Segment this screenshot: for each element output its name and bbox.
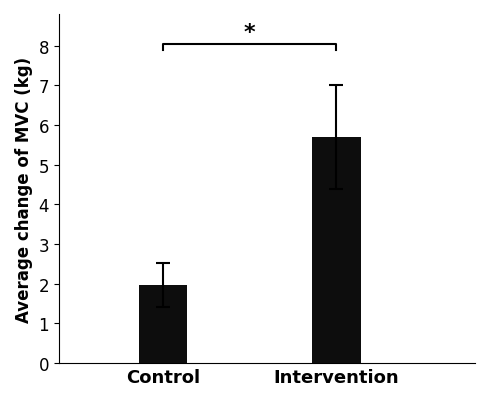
Text: *: * (244, 23, 255, 43)
Y-axis label: Average change of MVC (kg): Average change of MVC (kg) (15, 57, 33, 322)
Bar (139, 285, 187, 363)
Bar (312, 138, 361, 363)
